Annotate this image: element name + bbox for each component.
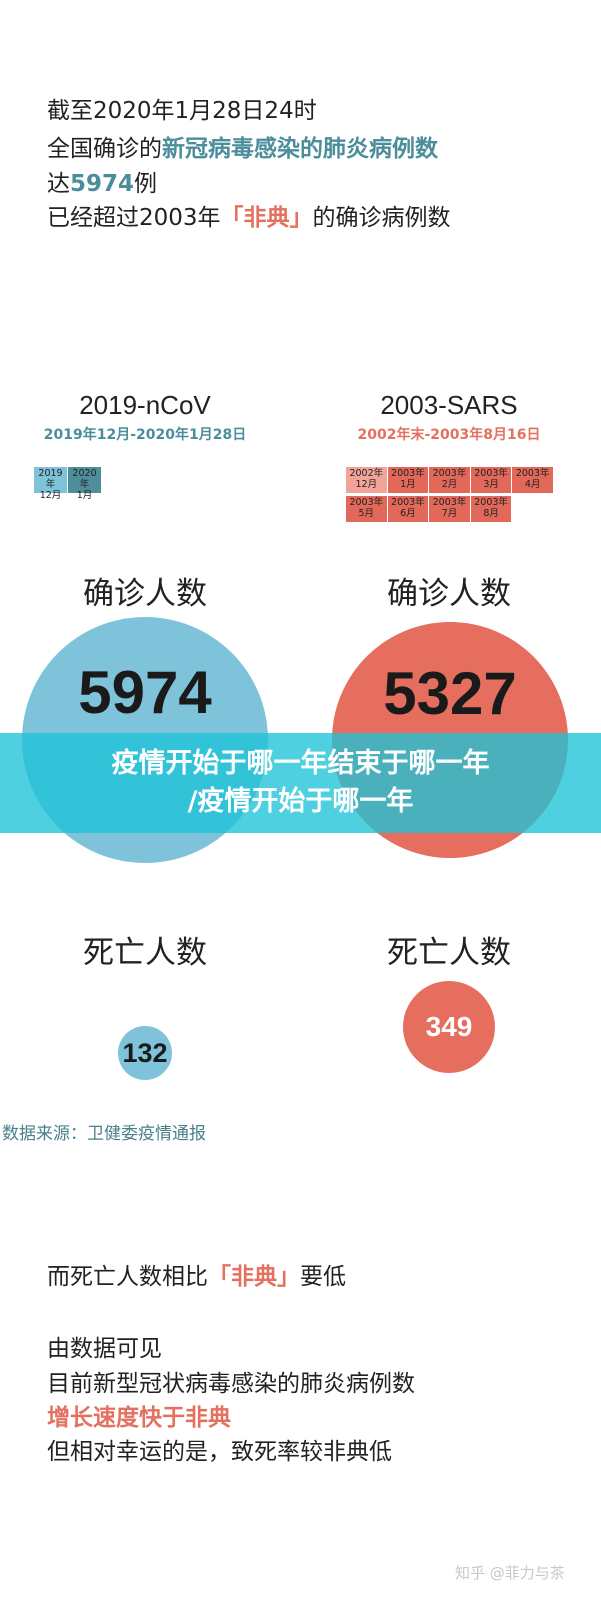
text: 要低 [300, 1264, 346, 1290]
text: 而死亡人数相比 [47, 1264, 208, 1290]
highlight-text: 新冠病毒感染的肺炎病例数 [162, 136, 438, 162]
highlight-number: 5974 [70, 171, 135, 197]
month-label: 1月 [400, 479, 416, 490]
conclusion-line-2: 由数据可见 [47, 1336, 162, 1362]
month-box: 2002年 12月 [346, 467, 387, 493]
highlight-text: 「非典」 [208, 1264, 300, 1290]
month-year: 2003年 [391, 468, 425, 479]
conclusion-line-4: 增长速度快于非典 [47, 1405, 231, 1431]
ncov-period: 2019年12月-2020年1月28日 [43, 427, 247, 443]
month-year: 2020年 [72, 468, 97, 490]
ncov-deaths-circle: 132 [118, 1026, 172, 1080]
month-label: 6月 [400, 508, 416, 519]
month-box: 2020年 1月 [68, 467, 101, 501]
month-label: 12月 [39, 490, 62, 501]
sars-period: 2002年末-2003年8月16日 [357, 427, 541, 443]
ncov-confirmed-label: 确诊人数 [83, 576, 207, 612]
month-label: 12月 [355, 479, 378, 490]
month-box: 2003年 5月 [346, 496, 387, 522]
month-year: 2003年 [474, 497, 508, 508]
month-label: 8月 [483, 508, 499, 519]
banner-line-1: 疫情开始于哪一年结束于哪一年 [111, 748, 490, 779]
conclusion-line-5: 但相对幸运的是，致死率较非典低 [47, 1439, 392, 1465]
month-box: 2003年 6月 [387, 496, 429, 522]
title-banner: 疫情开始于哪一年结束于哪一年 /疫情开始于哪一年 [0, 733, 601, 833]
month-year: 2003年 [474, 468, 508, 479]
month-year: 2002年 [349, 468, 384, 479]
month-label: 5月 [358, 508, 375, 519]
month-label: 4月 [524, 479, 541, 490]
data-source: 数据来源：卫健委疫情通报 [2, 1124, 206, 1144]
intro-line-4: 已经超过2003年「非典」的确诊病例数 [47, 203, 451, 233]
conclusion-line-1: 而死亡人数相比「非典」要低 [47, 1262, 346, 1292]
ncov-title: 2019-nCoV [79, 390, 211, 420]
month-label: 2月 [441, 479, 458, 490]
intro-line-3: 达5974例 [47, 169, 157, 199]
month-year: 2003年 [349, 497, 384, 508]
month-box: 2003年 7月 [429, 496, 470, 522]
month-year: 2003年 [515, 468, 550, 479]
ncov-deaths-label: 死亡人数 [83, 935, 207, 971]
month-box: 2003年 1月 [387, 467, 429, 493]
month-year: 2003年 [432, 468, 467, 479]
intro-line-2: 全国确诊的新冠病毒感染的肺炎病例数 [47, 134, 438, 164]
month-year: 2019年 [38, 468, 63, 490]
month-box: 2003年 8月 [470, 496, 512, 522]
text: 已经超过2003年 [47, 205, 221, 231]
month-year: 2003年 [391, 497, 425, 508]
month-box: 2019年 12月 [34, 467, 67, 501]
sars-deaths-circle: 349 [403, 981, 495, 1073]
sars-confirmed-label: 确诊人数 [387, 576, 511, 612]
text: 全国确诊的 [47, 136, 162, 162]
text: 例 [134, 171, 158, 197]
highlight-text: 「非典」 [220, 205, 313, 231]
banner-line-2: /疫情开始于哪一年 [187, 786, 414, 817]
text: 达 [47, 171, 70, 197]
conclusion-line-3: 目前新型冠状病毒感染的肺炎病例数 [47, 1371, 415, 1397]
sars-title: 2003-SARS [380, 390, 518, 420]
month-label: 3月 [483, 479, 499, 490]
month-box: 2003年 4月 [512, 467, 553, 493]
intro-line-1: 截至2020年1月28日24时 [47, 98, 317, 124]
month-box: 2003年 3月 [470, 467, 512, 493]
month-label: 1月 [76, 490, 93, 501]
sars-deaths-label: 死亡人数 [387, 935, 511, 971]
watermark: 知乎 @菲力与茶 [455, 1564, 565, 1582]
month-label: 7月 [441, 508, 458, 519]
text: 的确诊病例数 [312, 205, 451, 231]
month-box: 2003年 2月 [429, 467, 470, 493]
month-year: 2003年 [432, 497, 467, 508]
